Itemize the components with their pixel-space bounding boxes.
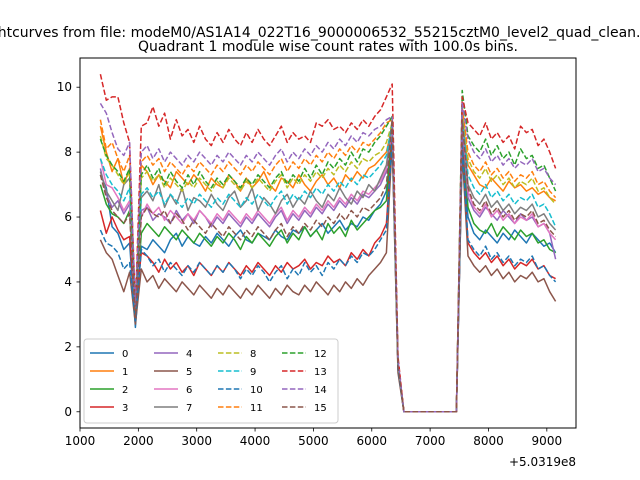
x-tick-label: 7000 bbox=[415, 434, 446, 448]
x-tick-label: 1000 bbox=[65, 434, 96, 448]
series-line-7 bbox=[99, 109, 557, 413]
x-tick-label: 5000 bbox=[298, 434, 329, 448]
series-line-9 bbox=[99, 115, 557, 413]
legend-label-0: 0 bbox=[122, 349, 128, 360]
legend-label-1: 1 bbox=[122, 367, 128, 378]
legend-label-6: 6 bbox=[186, 385, 192, 396]
series-line-3 bbox=[99, 135, 556, 413]
legend-label-2: 2 bbox=[122, 385, 128, 396]
legend-label-3: 3 bbox=[122, 403, 128, 414]
series-line-5 bbox=[99, 141, 557, 413]
legend-label-9: 9 bbox=[250, 367, 256, 378]
x-axis: 1000 2000 3000 4000 5000 6000 7000 8000 9000 bbox=[65, 428, 562, 448]
legend-box bbox=[83, 338, 339, 424]
y-tick-label: 4 bbox=[64, 275, 72, 289]
series-line-10 bbox=[99, 138, 557, 413]
axes-frame bbox=[79, 57, 577, 429]
figure-suptitle: Lightcurves from file: modeM0/AS1A14_022… bbox=[0, 25, 640, 41]
series-line-8 bbox=[99, 109, 557, 413]
legend-label-4: 4 bbox=[186, 349, 192, 360]
series-line-13 bbox=[99, 74, 557, 413]
legend-label-5: 5 bbox=[186, 367, 192, 378]
series-line-12 bbox=[99, 89, 557, 413]
y-tick-label: 6 bbox=[64, 210, 72, 224]
x-tick-label: 9000 bbox=[532, 434, 563, 448]
chart-title: Quadrant 1 module wise count rates with … bbox=[138, 39, 518, 55]
x-tick-label: 2000 bbox=[123, 434, 154, 448]
series-line-14 bbox=[99, 102, 557, 413]
legend-label-15: 15 bbox=[314, 403, 327, 414]
legend-label-7: 7 bbox=[186, 403, 192, 414]
y-axis: 0 2 4 6 8 10 bbox=[57, 80, 80, 419]
y-tick-label: 10 bbox=[57, 80, 72, 94]
x-tick-label: 4000 bbox=[240, 434, 271, 448]
x-tick-label: 3000 bbox=[181, 434, 212, 448]
legend-label-11: 11 bbox=[250, 403, 263, 414]
y-tick-label: 8 bbox=[64, 145, 72, 159]
legend-label-8: 8 bbox=[250, 349, 256, 360]
legend-label-12: 12 bbox=[314, 349, 327, 360]
legend-label-13: 13 bbox=[314, 367, 327, 378]
x-tick-label: 6000 bbox=[356, 434, 387, 448]
y-tick-label: 0 bbox=[64, 405, 72, 419]
series-layer bbox=[99, 74, 557, 413]
x-axis-offset-label: +5.0319e8 bbox=[509, 455, 576, 469]
legend-label-10: 10 bbox=[250, 385, 263, 396]
legend-label-14: 14 bbox=[314, 385, 327, 396]
series-line-0 bbox=[99, 131, 557, 413]
y-tick-label: 2 bbox=[64, 340, 72, 354]
series-line-15 bbox=[99, 118, 557, 413]
series-line-2 bbox=[99, 125, 556, 413]
series-line-6 bbox=[99, 112, 557, 413]
x-tick-label: 8000 bbox=[473, 434, 504, 448]
series-line-4 bbox=[99, 125, 557, 413]
